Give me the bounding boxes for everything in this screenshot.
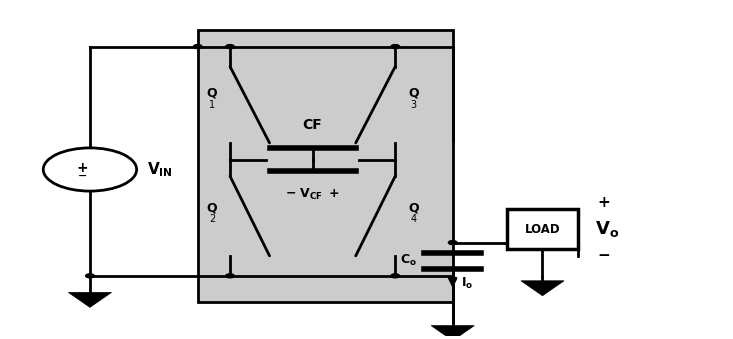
Text: 1: 1 [209,100,215,110]
Circle shape [391,274,399,278]
Text: LOAD: LOAD [525,223,560,236]
Circle shape [194,45,202,48]
Circle shape [86,274,95,278]
Text: +: + [597,195,610,210]
Circle shape [449,241,457,244]
Text: $\mathbf{V_o}$: $\mathbf{V_o}$ [595,219,619,239]
Text: $\mathbf{-\ V_{CF}\ +}$: $\mathbf{-\ V_{CF}\ +}$ [285,187,340,202]
Circle shape [226,45,235,48]
Text: 3: 3 [410,100,416,110]
Polygon shape [431,326,474,339]
Text: CF: CF [303,118,323,132]
Text: 4: 4 [410,214,416,224]
Polygon shape [68,293,111,307]
Circle shape [226,274,235,278]
Polygon shape [521,281,564,296]
Text: $\mathbf{I_o}$: $\mathbf{I_o}$ [461,276,474,291]
Text: Q: Q [207,201,218,214]
Bar [507,210,578,249]
Text: Q: Q [408,201,419,214]
Text: Q: Q [207,86,218,100]
Text: $\mathbf{C_o}$: $\mathbf{C_o}$ [400,253,417,268]
Bar [198,30,453,302]
Text: −: − [597,248,610,263]
Text: −: − [78,171,87,180]
Text: Q: Q [408,86,419,100]
Text: 2: 2 [209,214,216,224]
Text: +: + [77,161,89,175]
Text: $\mathbf{V_{IN}}$: $\mathbf{V_{IN}}$ [147,160,173,179]
Circle shape [43,148,136,191]
Circle shape [391,45,399,48]
